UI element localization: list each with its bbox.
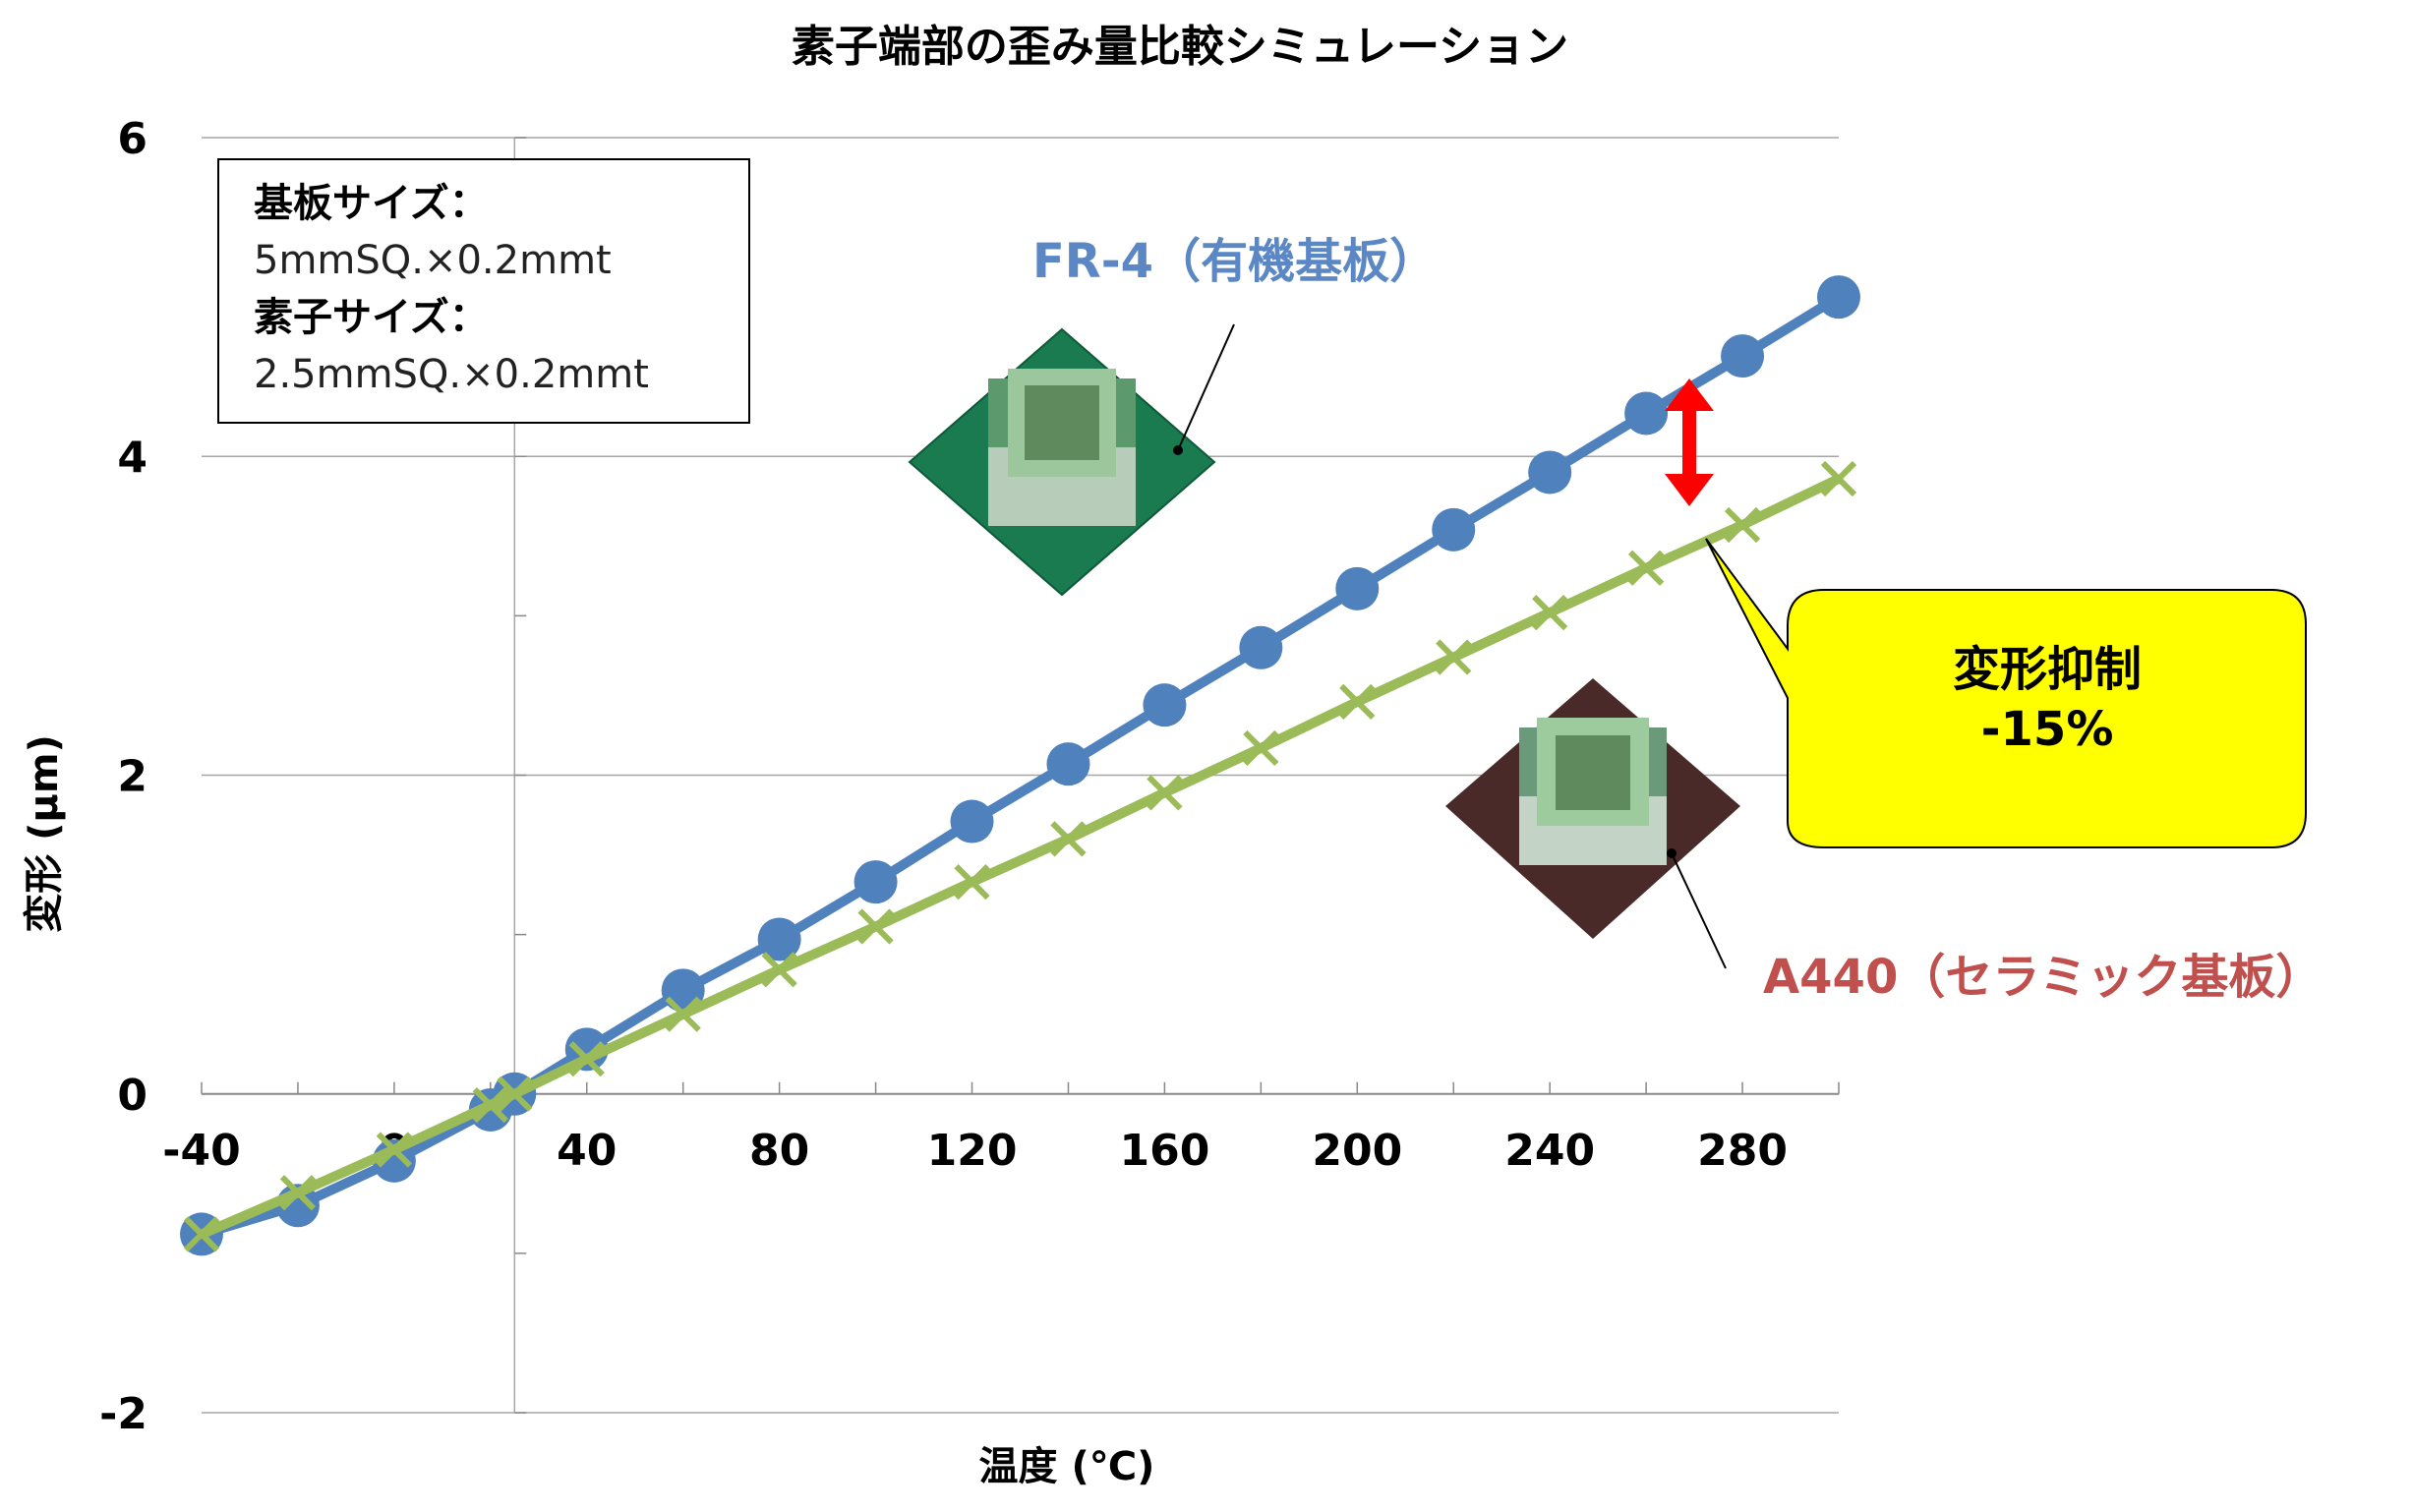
chart-title: 素子端部の歪み量比較シミュレーション <box>792 22 1568 72</box>
data-point <box>1436 639 1472 675</box>
data-point <box>757 917 801 961</box>
callout: 変形抑制 -15% <box>1705 538 2307 848</box>
data-point <box>279 1175 317 1211</box>
data-point-stroke <box>1050 821 1087 857</box>
a440-board-illustration <box>1445 678 1740 969</box>
x-tick-label: -40 <box>162 1126 241 1176</box>
data-point <box>376 1132 413 1168</box>
data-point-stroke <box>472 1086 508 1124</box>
data-point <box>1239 625 1283 669</box>
data-point-stroke <box>857 908 894 945</box>
data-point-stroke <box>1532 595 1568 631</box>
data-point-stroke <box>497 1076 533 1112</box>
data-point-stroke <box>1339 683 1376 721</box>
data-point <box>1339 683 1376 721</box>
data-point <box>665 996 701 1032</box>
data-point-stroke <box>1243 729 1279 767</box>
data-point-stroke <box>279 1175 317 1211</box>
data-point <box>1627 550 1665 586</box>
data-point <box>954 864 990 901</box>
data-point-stroke <box>761 952 797 988</box>
data-point <box>472 1086 508 1124</box>
y-axis-label: 変形 (μm) <box>22 734 67 933</box>
data-point <box>950 799 994 843</box>
x-axis-label: 温度 (℃) <box>979 1444 1155 1489</box>
data-point-stroke <box>1436 639 1472 675</box>
data-point <box>1335 566 1380 611</box>
info-element-value: 2.5mmSQ.×0.2mmt <box>254 352 649 397</box>
data-point <box>1532 595 1568 631</box>
fr4-label: FR-4（有機基板） <box>1032 234 1437 289</box>
data-point-stroke <box>1724 506 1761 544</box>
data-point-stroke <box>376 1132 413 1168</box>
y-tick-label: 6 <box>117 114 147 164</box>
y-tick-label: 2 <box>117 752 147 802</box>
data-point <box>1432 507 1476 552</box>
x-tick-label: 240 <box>1504 1126 1595 1176</box>
data-point <box>1046 742 1090 786</box>
info-board-label: 基板サイズ： <box>254 181 489 226</box>
data-point-stroke <box>954 864 990 901</box>
data-point-stroke <box>568 1040 605 1077</box>
series-a440 <box>183 460 1857 1252</box>
grid <box>202 137 1839 1414</box>
data-point <box>1724 506 1761 544</box>
info-element-label: 素子サイズ： <box>254 295 489 340</box>
data-point <box>1721 334 1765 378</box>
data-point <box>761 952 797 988</box>
difference-arrow <box>1665 378 1714 506</box>
data-point <box>1143 683 1187 727</box>
y-tick-label: 0 <box>117 1071 147 1121</box>
data-point <box>857 908 894 945</box>
data-point <box>1050 821 1087 857</box>
data-point <box>1624 391 1669 436</box>
x-tick-label: 160 <box>1119 1126 1209 1176</box>
data-point <box>1147 775 1183 811</box>
y-tick-label: 4 <box>117 433 147 483</box>
data-point <box>1817 275 1860 320</box>
data-point <box>1243 729 1279 767</box>
x-tick-label: 80 <box>749 1126 809 1176</box>
x-tick-label: 40 <box>557 1126 617 1176</box>
fr4-board-illustration <box>908 323 1235 597</box>
data-point <box>183 1216 220 1252</box>
data-point-stroke <box>183 1216 220 1252</box>
data-point <box>853 860 898 904</box>
data-point <box>497 1076 533 1112</box>
x-tick-label: 200 <box>1312 1126 1402 1176</box>
data-point-stroke <box>1820 460 1857 497</box>
callout-line1: 変形抑制 <box>1953 642 2142 697</box>
info-board-value: 5mmSQ.×0.2mmt <box>254 238 612 283</box>
x-tick-label: 120 <box>927 1126 1018 1176</box>
y-tick-labels: 6 4 2 0 -2 <box>99 114 147 1439</box>
data-point-stroke <box>1627 550 1665 586</box>
y-tick-label: -2 <box>99 1389 147 1439</box>
callout-line2: -15% <box>1981 702 2114 757</box>
data-point <box>1528 450 1572 494</box>
data-point-stroke <box>665 996 701 1032</box>
info-box: 基板サイズ： 5mmSQ.×0.2mmt 素子サイズ： 2.5mmSQ.×0.2… <box>217 158 750 424</box>
x-tick-label: 280 <box>1697 1126 1788 1176</box>
data-point <box>1820 460 1857 497</box>
data-point <box>568 1040 605 1077</box>
data-point-stroke <box>1147 775 1183 811</box>
a440-label: A440（セラミック基板） <box>1763 950 2323 1005</box>
